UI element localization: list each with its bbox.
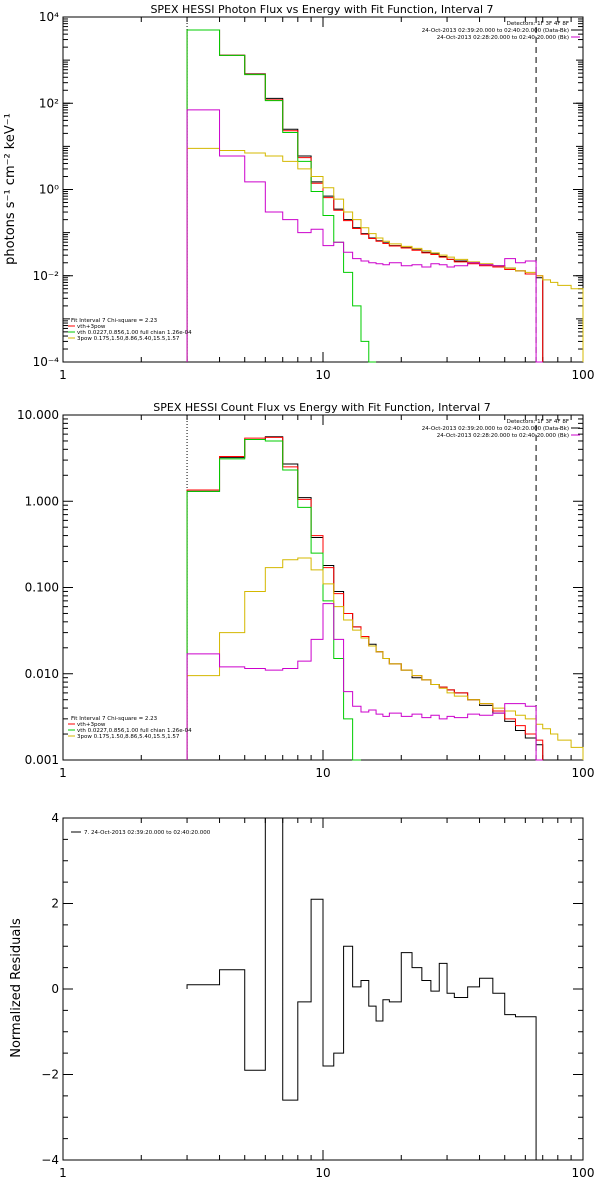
count-flux-y-tick-label: 0.001 bbox=[25, 753, 59, 767]
residuals-x-tick-label: 10 bbox=[315, 1166, 330, 1180]
residuals-legend: 7. 24-Oct-2013 02:39:20.000 to 02:40:20.… bbox=[71, 830, 211, 836]
count-flux-ticks: 1 10 100 0.001 0.010 0.100 1.000 10.000 bbox=[17, 408, 594, 780]
photon-flux-legend-top-entry: 24-Oct-2013 02:28:20.000 to 02:40:20.000… bbox=[437, 35, 569, 41]
count-flux-legend-top-entry: Detectors: 1F 3F 4F 8F bbox=[507, 419, 569, 425]
residuals-y-tick-label: 2 bbox=[51, 897, 59, 911]
photon-flux-series-bk bbox=[186, 109, 543, 363]
count-flux-y-tick-label: 0.010 bbox=[25, 667, 59, 681]
photon-flux-legend-bottom-entry: Fit Interval 7 Chi-square = 2.23 bbox=[71, 318, 158, 324]
photon-flux-x-tick-label: 1 bbox=[59, 368, 67, 382]
count-flux-series-bk bbox=[186, 603, 543, 761]
count-flux-y-tick-label: 10.000 bbox=[17, 408, 59, 422]
count-flux-legend-top-entry: 24-Oct-2013 02:28:20.000 to 02:40:20.000… bbox=[437, 433, 569, 439]
photon-flux-legend-top-entry: 24-Oct-2013 02:39:20.000 to 02:40:20.000… bbox=[422, 28, 569, 34]
count-flux-vertical-markers bbox=[186, 415, 537, 760]
count-flux-legend-top-entry: 24-Oct-2013 02:39:20.000 to 02:40:20.000… bbox=[422, 426, 569, 432]
photon-flux-y-tick-label: 10⁰ bbox=[39, 183, 59, 197]
count-flux-series-data-bk bbox=[186, 436, 544, 760]
photon-flux-legend-bottom-entry: 3pow 0.175,1.50,8.86,5.40,15.5,1.57 bbox=[77, 336, 180, 342]
count-flux-legend-bottom-entry: vth+3pow bbox=[77, 722, 106, 728]
photon-flux-series-vth-3pow bbox=[186, 29, 544, 362]
residuals-y-axis-label: Normalized Residuals bbox=[9, 918, 24, 1058]
photon-flux-y-tick-label: 10⁻² bbox=[33, 269, 60, 283]
count-flux-legend-bottom-entry: 3pow 0.175,1.50,8.86,5.40,15.5,1.57 bbox=[77, 734, 180, 740]
photon-flux-x-tick-label: 10 bbox=[315, 368, 330, 382]
photon-flux-y-tick-label: 10² bbox=[39, 96, 59, 110]
photon-flux-series-data-bk bbox=[186, 29, 544, 362]
residuals-legend-entry: 7. 24-Oct-2013 02:39:20.000 to 02:40:20.… bbox=[84, 830, 211, 836]
count-flux-series bbox=[186, 436, 584, 761]
count-flux-legend-bottom: Fit Interval 7 Chi-square = 2.23vth+3pow… bbox=[68, 716, 192, 740]
photon-flux-series-3pow bbox=[186, 147, 584, 362]
count-flux-panel: SPEX HESSI Count Flux vs Energy with Fit… bbox=[17, 401, 594, 780]
photon-flux-x-tick-label: 100 bbox=[572, 368, 595, 382]
count-flux-x-tick-label: 10 bbox=[315, 766, 330, 780]
count-flux-legend-bottom-entry: Fit Interval 7 Chi-square = 2.23 bbox=[71, 716, 158, 722]
residuals-y-tick-label: 0 bbox=[51, 982, 59, 996]
photon-flux-ticks: 1 10 100 10⁻⁴ 10⁻² 10⁰ 10² 10⁴ bbox=[33, 10, 595, 382]
count-flux-y-tick-label: 1.000 bbox=[25, 494, 59, 508]
photon-flux-legend-bottom-entry: vth 0.0227,0.856,1.00 full chian 1.26e-0… bbox=[77, 330, 192, 336]
count-flux-series-3pow bbox=[186, 557, 584, 760]
photon-flux-series-vth bbox=[186, 29, 377, 363]
residuals-ticks: 1 10 100 −4 −2 0 2 4 bbox=[41, 811, 594, 1180]
residuals-series-residuals bbox=[186, 817, 537, 1160]
count-flux-y-tick-label: 0.100 bbox=[25, 581, 59, 595]
count-flux-x-tick-label: 1 bbox=[59, 766, 67, 780]
photon-flux-legend-bottom-entry: vth+3pow bbox=[77, 324, 106, 330]
count-flux-x-tick-label: 100 bbox=[572, 766, 595, 780]
residuals-x-tick-label: 1 bbox=[59, 1166, 67, 1180]
count-flux-series-vth bbox=[186, 438, 361, 761]
photon-flux-y-axis-label: photons s⁻¹ cm⁻² keV⁻¹ bbox=[3, 113, 18, 265]
count-flux-title: SPEX HESSI Count Flux vs Energy with Fit… bbox=[153, 401, 490, 414]
count-flux-legend-bottom-entry: vth 0.0227,0.856,1.00 full chian 1.26e-0… bbox=[77, 728, 192, 734]
photon-flux-vertical-markers bbox=[186, 17, 537, 362]
residuals-series bbox=[186, 817, 537, 1160]
photon-flux-title: SPEX HESSI Photon Flux vs Energy with Fi… bbox=[150, 3, 493, 16]
photon-flux-panel: SPEX HESSI Photon Flux vs Energy with Fi… bbox=[3, 3, 594, 382]
residuals-y-tick-label: −4 bbox=[41, 1153, 59, 1167]
photon-flux-legend-top-entry: Detectors: 1F 3F 4F 8F bbox=[507, 21, 569, 27]
residuals-y-tick-label: −2 bbox=[41, 1068, 59, 1082]
photon-flux-series bbox=[186, 29, 584, 363]
photon-flux-y-tick-label: 10⁴ bbox=[39, 10, 59, 24]
residuals-y-tick-label: 4 bbox=[51, 811, 59, 825]
photon-flux-y-tick-label: 10⁻⁴ bbox=[33, 355, 60, 369]
residuals-x-tick-label: 100 bbox=[572, 1166, 595, 1180]
residuals-panel: Normalized Residuals 1 10 100 −4 −2 0 2 4 7. 24… bbox=[9, 811, 594, 1180]
photon-flux-legend-bottom: Fit Interval 7 Chi-square = 2.23vth+3pow… bbox=[68, 318, 192, 342]
